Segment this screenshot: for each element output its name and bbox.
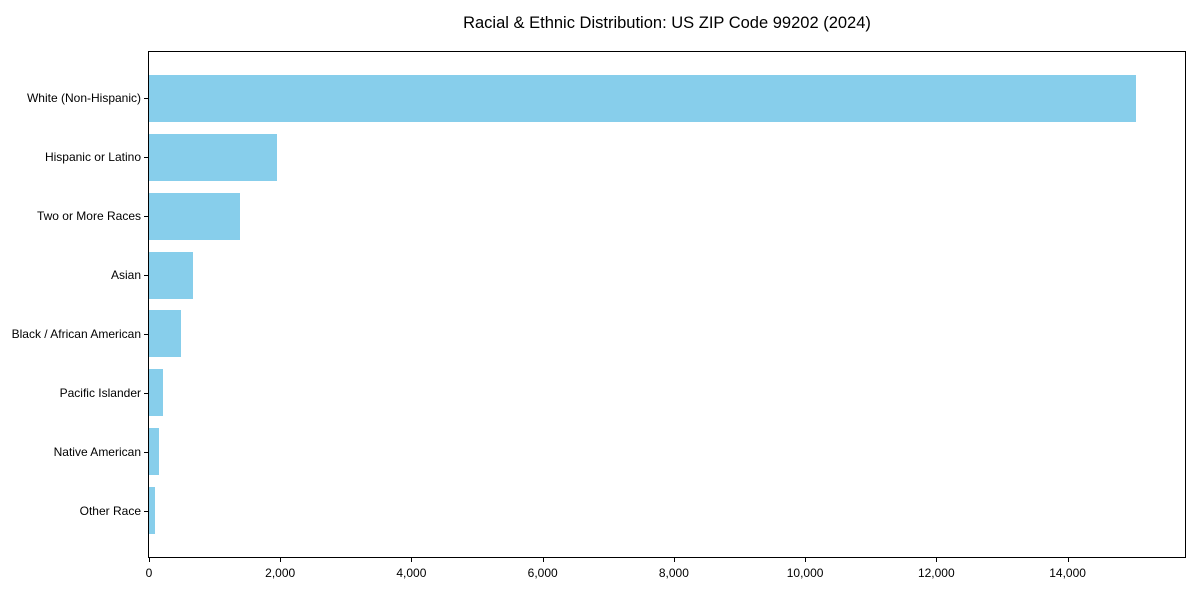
x-tick-mark — [543, 558, 544, 562]
x-tick-label-6000: 6,000 — [527, 566, 558, 580]
bar-other-race — [149, 487, 155, 535]
x-tick-mark — [149, 558, 150, 562]
y-tick-label-white-non-hispanic: White (Non-Hispanic) — [26, 91, 141, 106]
y-tick-label-asian: Asian — [110, 268, 141, 283]
x-tick-label-10000: 10,000 — [786, 566, 824, 580]
x-tick-mark — [411, 558, 412, 562]
bar-white-non-hispanic — [149, 75, 1137, 123]
x-tick-mark — [805, 558, 806, 562]
y-tick-mark — [144, 98, 148, 99]
bar-asian — [149, 251, 193, 299]
bar-hispanic-or-latino — [149, 133, 277, 181]
x-tick-label-4000: 4,000 — [396, 566, 427, 580]
y-tick-label-native-american: Native American — [53, 444, 141, 459]
x-tick-label-14000: 14,000 — [1049, 566, 1086, 580]
bar-pacific-islander — [149, 369, 163, 417]
chart-title: Racial & Ethnic Distribution: US ZIP Cod… — [463, 14, 871, 32]
y-tick-label-pacific-islander: Pacific Islander — [59, 385, 141, 400]
y-tick-label-two-or-more-races: Two or More Races — [36, 209, 141, 224]
y-tick-label-black-african-american: Black / African American — [11, 326, 141, 341]
x-tick-mark — [1068, 558, 1069, 562]
y-tick-label-other-race: Other Race — [79, 503, 141, 518]
x-tick-label-12000: 12,000 — [917, 566, 955, 580]
y-tick-mark — [144, 157, 148, 158]
x-tick-mark — [674, 558, 675, 562]
x-tick-label-2000: 2,000 — [265, 566, 296, 580]
y-tick-label-hispanic-or-latino: Hispanic or Latino — [44, 150, 141, 165]
bar-two-or-more-races — [149, 192, 241, 240]
bar-black-african-american — [149, 310, 182, 358]
y-tick-mark — [144, 275, 148, 276]
plot-area — [148, 51, 1186, 558]
y-tick-mark — [144, 511, 148, 512]
x-tick-label-0: 0 — [145, 566, 153, 580]
x-tick-mark — [280, 558, 281, 562]
bar-native-american — [149, 428, 160, 476]
y-tick-mark — [144, 216, 148, 217]
y-tick-mark — [144, 393, 148, 394]
x-tick-label-8000: 8,000 — [658, 566, 689, 580]
x-tick-mark — [936, 558, 937, 562]
y-tick-mark — [144, 334, 148, 335]
y-tick-mark — [144, 452, 148, 453]
